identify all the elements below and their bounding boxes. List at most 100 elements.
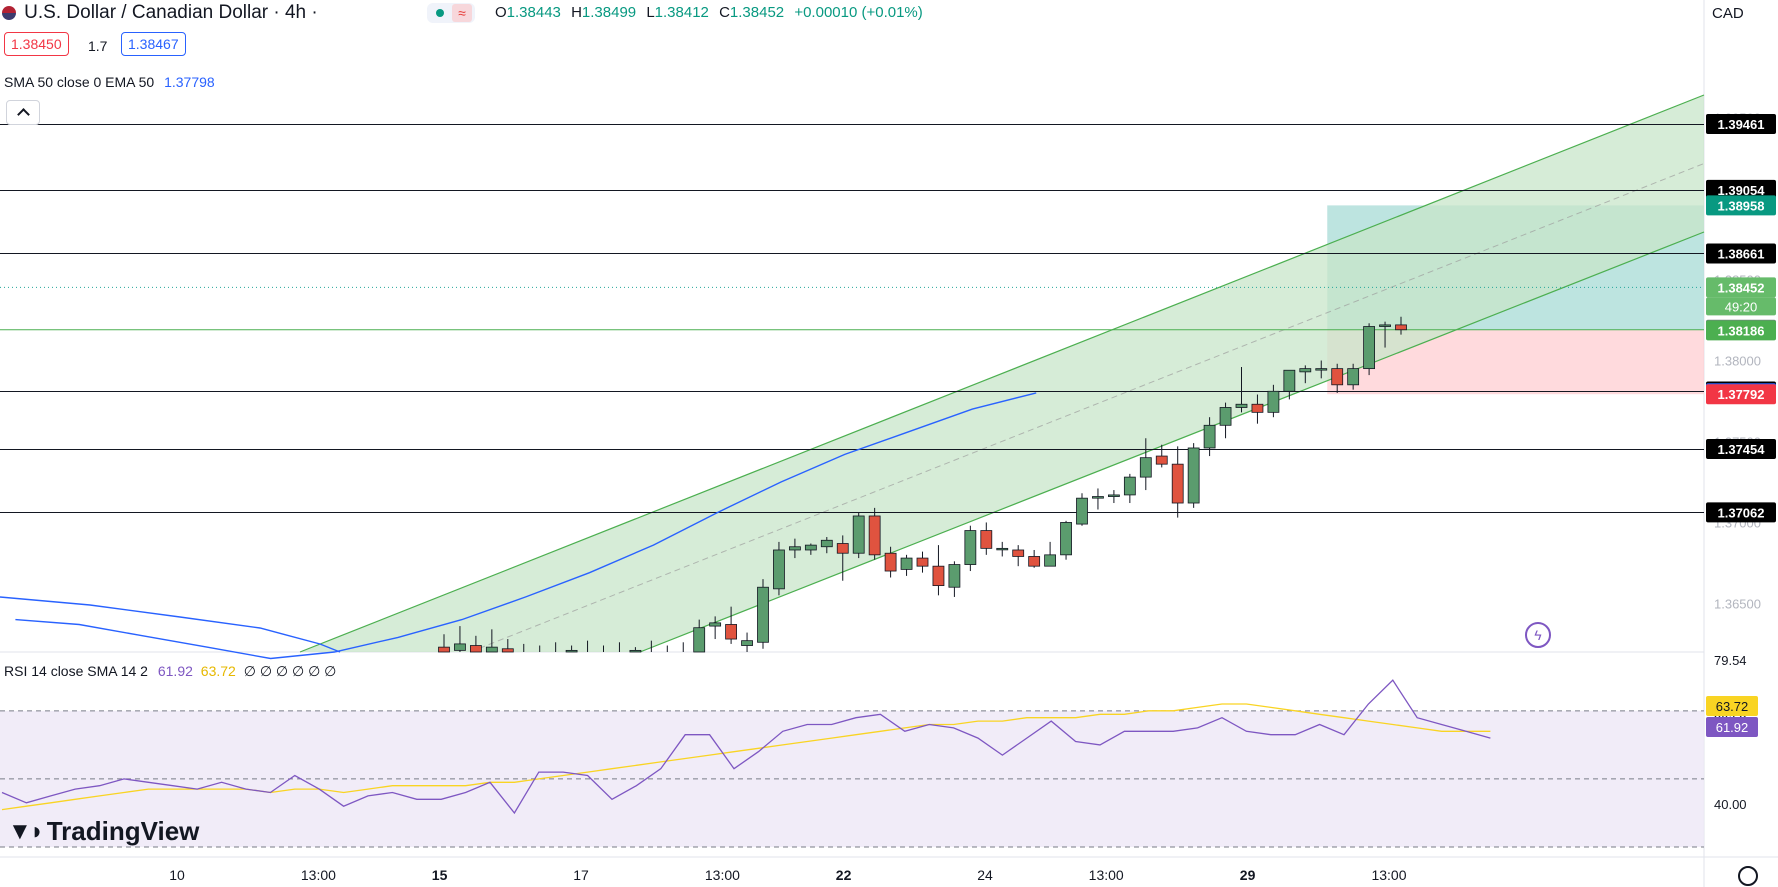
price-tag-bg xyxy=(1706,502,1776,523)
rsi-axis-label: 79.54 xyxy=(1714,653,1747,668)
high-label: H xyxy=(571,4,582,21)
time-tick-label: 13:00 xyxy=(705,867,740,883)
rsi-value-tag-bg xyxy=(1706,717,1758,737)
candle-down-body xyxy=(916,557,929,567)
candle xyxy=(1347,363,1360,390)
time-tick-label: 22 xyxy=(836,867,852,883)
candle-down-body xyxy=(1012,549,1025,557)
horizontal-levels[interactable] xyxy=(0,124,1704,513)
chevron-up-icon xyxy=(17,108,30,121)
candle xyxy=(964,525,977,572)
candle-up-body xyxy=(1139,457,1152,478)
candle xyxy=(1123,473,1136,504)
candle xyxy=(629,647,642,653)
time-axis[interactable]: 10 13:00 15 17 13:00 22 24 13:00 29 13:00 xyxy=(169,867,1407,883)
candle xyxy=(565,645,578,653)
rsi-value-tag-text: 63.72 xyxy=(1716,699,1749,714)
candle xyxy=(1315,360,1328,379)
candle xyxy=(1092,488,1104,510)
candle xyxy=(693,619,706,653)
tradingview-logo[interactable]: ▼◗ TradingView xyxy=(8,816,199,846)
spread-value: 1.7 xyxy=(88,38,108,54)
candle-down-body xyxy=(1331,368,1344,386)
candle xyxy=(1379,321,1391,348)
candle xyxy=(980,522,993,555)
candle xyxy=(1108,490,1120,504)
price-tag-bg xyxy=(1706,277,1776,298)
candle-up-body xyxy=(565,649,578,653)
candles xyxy=(438,316,1407,653)
candle xyxy=(469,635,482,653)
lightning-icon[interactable]: ϟ xyxy=(1525,622,1551,648)
status-badge[interactable]: ≈ xyxy=(427,3,475,23)
candle-up-body xyxy=(1363,326,1375,370)
high-value: 1.38499 xyxy=(581,4,637,21)
candle-down-body xyxy=(469,645,482,653)
price-tag-bg xyxy=(1706,243,1776,264)
candle-up-body xyxy=(820,539,833,548)
channel-lower-line xyxy=(639,231,1705,653)
candle-up-body xyxy=(1123,476,1136,496)
symbol-header[interactable]: U.S. Dollar / Canadian Dollar · 4h · xyxy=(0,2,318,24)
candle xyxy=(932,545,945,596)
time-tick-label: 10 xyxy=(169,867,185,883)
candle-up-body xyxy=(804,544,817,551)
candle-up-body xyxy=(773,549,785,590)
candle-up-body xyxy=(852,515,865,554)
countdown-bg xyxy=(1706,297,1776,316)
rsi-value-tag-bg xyxy=(1706,696,1758,716)
candle-up-body xyxy=(1299,368,1312,373)
channel-mid-line xyxy=(469,163,1705,653)
candle xyxy=(773,541,785,596)
candle-down-body xyxy=(501,648,514,653)
candle-up-body xyxy=(964,530,977,565)
ema-legend[interactable]: SMA 50 close 0 EMA 50 1.37798 xyxy=(4,74,215,90)
rsi-sma-legend-value: 63.72 xyxy=(200,663,236,679)
candle-up-body xyxy=(1187,447,1200,504)
candle-up-body xyxy=(693,627,706,653)
price-tag-bg xyxy=(1706,113,1776,134)
price-axis[interactable]: 1.365001.370001.375001.380001.385001.390… xyxy=(1706,111,1776,812)
tv-logo-icon: ▼◗ xyxy=(8,817,44,845)
candle xyxy=(1235,367,1248,413)
candle xyxy=(789,538,801,559)
candle xyxy=(1028,549,1041,568)
rsi-line xyxy=(1,679,1491,815)
ema-left-segment xyxy=(0,596,341,653)
candle-up-body xyxy=(1267,390,1280,413)
price-tag-text: 1.38958 xyxy=(1718,198,1765,213)
candle-down-body xyxy=(1171,463,1184,504)
candle xyxy=(485,629,498,653)
candle xyxy=(900,554,913,576)
price-tag: 1.37062 xyxy=(1706,502,1776,523)
open-value: 1.38443 xyxy=(506,4,561,21)
candle-down-body xyxy=(884,552,897,572)
currency-selector[interactable]: CAD xyxy=(1712,5,1744,22)
candle xyxy=(1012,545,1025,567)
candle-up-body xyxy=(1219,407,1232,426)
price-tag-text: 1.37454 xyxy=(1718,442,1766,457)
rsi-legend[interactable]: RSI 14 close SMA 14 2 61.92 63.72 ∅ ∅ ∅ … xyxy=(4,663,336,680)
candle xyxy=(1076,493,1088,526)
candle-up-body xyxy=(1203,424,1216,449)
candle-up-body xyxy=(1283,369,1296,392)
candle xyxy=(725,606,737,644)
collapse-button[interactable] xyxy=(6,100,40,125)
logo-text: TradingView xyxy=(46,816,200,846)
settings-gear-icon[interactable] xyxy=(1738,866,1758,886)
rsi-pane xyxy=(0,679,1704,848)
buy-button[interactable]: 1.38467 xyxy=(121,32,186,56)
countdown-text: 49:20 xyxy=(1725,299,1758,314)
candle-down-body xyxy=(1251,403,1264,413)
open-label: O xyxy=(495,4,507,21)
candle-up-body xyxy=(709,622,722,627)
time-tick-label: 15 xyxy=(432,867,448,883)
symbol-title[interactable]: U.S. Dollar / Canadian Dollar · 4h · xyxy=(24,2,318,23)
sell-button[interactable]: 1.38450 xyxy=(4,32,69,56)
candle xyxy=(757,579,769,649)
candle-down-body xyxy=(725,624,737,640)
time-tick-label: 24 xyxy=(977,867,993,883)
price-tag-text: 1.37792 xyxy=(1718,387,1765,402)
time-tick-label: 17 xyxy=(573,867,589,883)
